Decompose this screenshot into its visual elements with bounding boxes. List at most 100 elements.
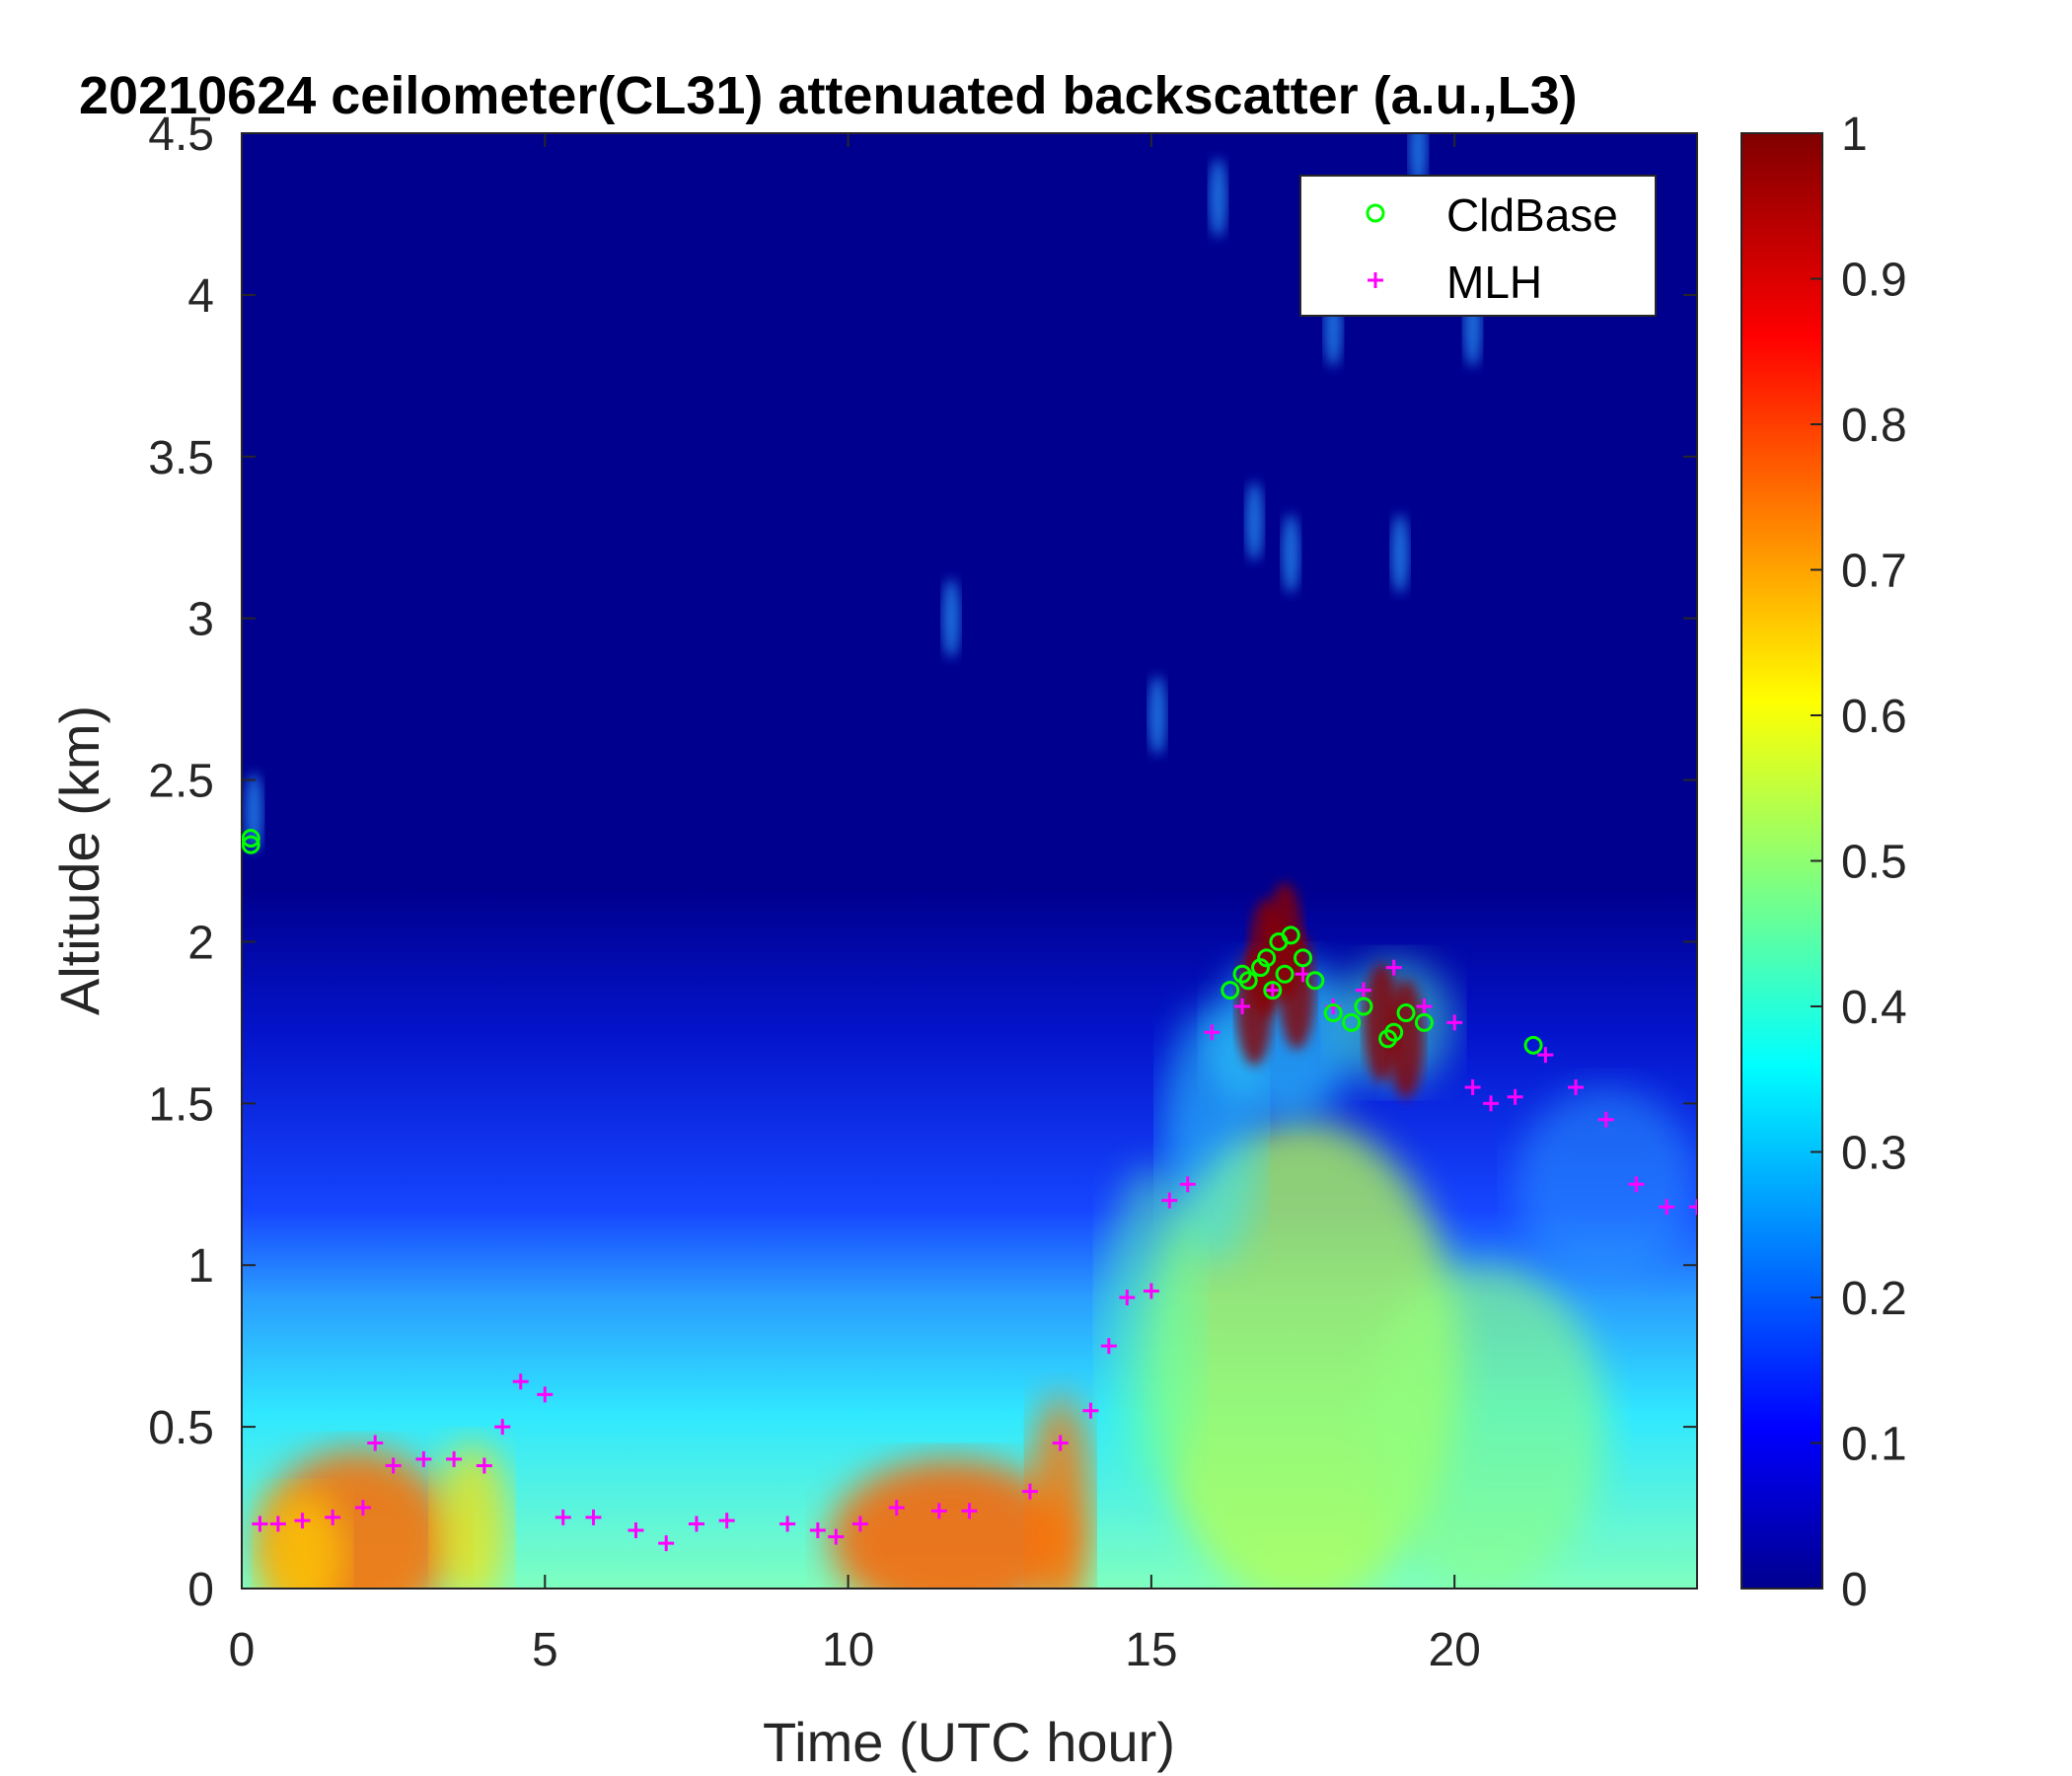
mlh-point bbox=[1446, 1014, 1463, 1031]
cldbase-point bbox=[1294, 948, 1313, 968]
cldbase-point bbox=[1414, 1012, 1434, 1032]
cloud-streak bbox=[1148, 676, 1167, 755]
legend-cldbase-label: CldBase bbox=[1446, 189, 1618, 241]
mlh-point bbox=[385, 1457, 402, 1474]
cloud-core bbox=[1388, 979, 1424, 1098]
mlh-point bbox=[1082, 1402, 1099, 1419]
y-axis: 0 0.5 1 1.5 2 2.5 3 3.5 4 4.5 bbox=[148, 109, 1697, 1616]
mlh-point bbox=[476, 1457, 492, 1474]
colorbar-tick-label: 0.3 bbox=[1841, 1128, 1907, 1180]
mlh-point bbox=[1179, 1176, 1196, 1193]
mlh-point bbox=[809, 1522, 826, 1538]
mlh-point bbox=[446, 1450, 463, 1467]
y-tick-label: 4 bbox=[187, 270, 214, 323]
aerosol-layer bbox=[259, 1491, 345, 1589]
mlh-point bbox=[1537, 1047, 1554, 1064]
colorbar-tick-label: 0.7 bbox=[1841, 546, 1907, 598]
aerosol-layer bbox=[1515, 1086, 1697, 1282]
colorbar-tick-label: 0.5 bbox=[1841, 837, 1907, 889]
colorbar-tick-label: 0.2 bbox=[1841, 1273, 1907, 1325]
cldbase-point bbox=[1281, 925, 1300, 945]
cldbase-point bbox=[1342, 1012, 1362, 1032]
mlh-point bbox=[961, 1503, 978, 1519]
y-tick-label: 0.5 bbox=[148, 1402, 214, 1454]
mlh-point bbox=[269, 1516, 286, 1532]
mlh-point bbox=[718, 1513, 735, 1529]
colorbar-tick-label: 0.4 bbox=[1841, 982, 1907, 1034]
mlh-point bbox=[494, 1419, 511, 1436]
mlh-point bbox=[1464, 1078, 1481, 1095]
mlh-point bbox=[1119, 1290, 1136, 1305]
cldbase-point bbox=[1257, 948, 1277, 968]
mlh-point bbox=[1659, 1199, 1675, 1216]
cldbase-point bbox=[242, 829, 260, 849]
cldbase-point bbox=[1251, 958, 1270, 978]
cldbase-point bbox=[1275, 964, 1295, 984]
cldbase-point bbox=[1384, 1022, 1404, 1042]
mlh-point bbox=[415, 1450, 432, 1467]
mlh-point bbox=[1507, 1088, 1523, 1105]
legend-mlh-label: MLH bbox=[1446, 257, 1542, 308]
cloud-streak bbox=[1209, 158, 1227, 238]
mlh-point bbox=[1234, 999, 1251, 1014]
mlh-point bbox=[1052, 1435, 1069, 1451]
cldbase-point bbox=[242, 835, 260, 854]
mlh-point bbox=[1021, 1483, 1038, 1500]
mlh-point bbox=[1161, 1192, 1178, 1209]
aerosol-layer bbox=[1029, 1394, 1091, 1589]
mlh-point bbox=[325, 1509, 341, 1525]
cloud-streak bbox=[1282, 514, 1300, 594]
mlh-point bbox=[294, 1513, 311, 1529]
y-tick-label: 2.5 bbox=[148, 756, 214, 808]
chart-title: 20210624 ceilometer(CL31) attenuated bac… bbox=[79, 66, 1578, 125]
mlh-point bbox=[888, 1500, 905, 1517]
mlh-point bbox=[367, 1435, 384, 1451]
aerosol-layer bbox=[1163, 1006, 1261, 1266]
cldbase-point bbox=[1323, 1003, 1343, 1023]
mlh-point bbox=[1355, 982, 1371, 999]
x-tick-label: 10 bbox=[822, 1624, 874, 1676]
mlh-point bbox=[252, 1516, 268, 1532]
cloud-streak bbox=[245, 773, 263, 852]
y-tick-label: 2 bbox=[187, 917, 214, 969]
x-tick-label: 15 bbox=[1125, 1624, 1177, 1676]
mlh-point bbox=[512, 1373, 529, 1390]
mlh-series bbox=[252, 959, 1697, 1552]
colorbar-tick-label: 0.6 bbox=[1841, 691, 1907, 743]
mlh-point bbox=[1483, 1095, 1500, 1112]
colorbar bbox=[1740, 132, 1823, 1590]
colorbar-tick-label: 0.1 bbox=[1841, 1419, 1907, 1471]
colorbar-ticks: 0 0.1 0.2 0.3 0.4 0.5 0.6 0.7 0.8 0.9 1 bbox=[1811, 109, 1907, 1616]
y-tick-label: 3 bbox=[187, 594, 214, 646]
mlh-point bbox=[851, 1516, 868, 1532]
aerosol-layer bbox=[1102, 1167, 1201, 1492]
cloud-streak bbox=[1245, 481, 1264, 561]
y-tick-label: 4.5 bbox=[148, 109, 214, 161]
x-tick-label: 5 bbox=[532, 1624, 558, 1676]
cldbase-point bbox=[1263, 981, 1283, 1000]
legend-mlh-marker bbox=[1368, 272, 1383, 288]
mlh-point bbox=[1416, 999, 1433, 1014]
y-tick-label: 1.5 bbox=[148, 1078, 214, 1131]
mlh-point bbox=[1689, 1199, 1697, 1216]
colorbar-tick-label: 0 bbox=[1841, 1564, 1868, 1616]
legend-box bbox=[1299, 175, 1657, 317]
x-axis: 0 5 10 15 20 bbox=[229, 133, 1481, 1676]
mlh-point bbox=[1100, 1338, 1117, 1355]
legend-cldbase-marker bbox=[1366, 203, 1385, 223]
mlh-point bbox=[1568, 1078, 1585, 1095]
mlh-point bbox=[1385, 959, 1402, 976]
cloud-streak bbox=[1390, 514, 1409, 594]
cldbase-series bbox=[242, 829, 1543, 1055]
mlh-point bbox=[1597, 1111, 1614, 1128]
y-tick-label: 0 bbox=[187, 1564, 214, 1616]
mlh-point bbox=[628, 1522, 644, 1538]
mlh-point bbox=[1264, 982, 1281, 999]
y-tick-label: 1 bbox=[187, 1240, 214, 1293]
mlh-point bbox=[930, 1503, 947, 1519]
plot-area-frame bbox=[241, 132, 1698, 1590]
x-tick-label: 20 bbox=[1428, 1624, 1480, 1676]
x-tick-label: 0 bbox=[229, 1624, 256, 1676]
cldbase-point bbox=[1354, 997, 1373, 1016]
